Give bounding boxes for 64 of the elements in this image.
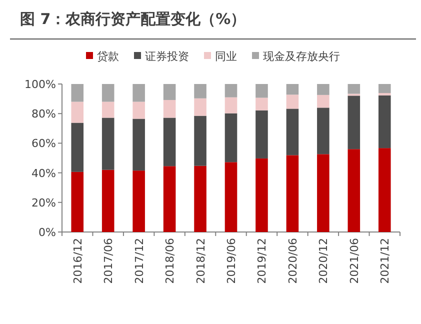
bar bbox=[102, 84, 114, 102]
x-tick-label: 2021/12 bbox=[378, 238, 392, 284]
bar bbox=[256, 110, 268, 158]
bar bbox=[317, 94, 330, 108]
bar bbox=[348, 84, 360, 94]
bar bbox=[286, 94, 299, 109]
bar bbox=[348, 96, 360, 150]
y-tick-label: 100% bbox=[24, 78, 56, 91]
bar bbox=[378, 148, 391, 232]
bar bbox=[348, 149, 360, 232]
x-tick-label: 2019/06 bbox=[225, 238, 238, 284]
bar bbox=[71, 84, 84, 102]
bar bbox=[194, 116, 206, 166]
x-tick-label: 2018/06 bbox=[164, 238, 177, 284]
bar bbox=[286, 155, 299, 232]
x-tick-label: 2017/06 bbox=[102, 238, 116, 284]
bar bbox=[132, 102, 145, 119]
y-tick-label: 80% bbox=[32, 108, 56, 121]
bar bbox=[286, 84, 299, 95]
bar bbox=[71, 172, 84, 232]
x-tick-label: 2020/12 bbox=[317, 238, 330, 284]
chart-title: 图 7：农商行资产配置变化（%） bbox=[20, 10, 246, 28]
x-tick-label: 2019/12 bbox=[256, 238, 269, 284]
bar bbox=[194, 84, 206, 98]
legend-label: 证券投资 bbox=[145, 50, 189, 63]
bar bbox=[317, 84, 330, 95]
y-tick-label: 0% bbox=[38, 226, 56, 239]
x-tick-label: 2020/06 bbox=[286, 238, 300, 284]
bar bbox=[102, 170, 114, 232]
bar bbox=[102, 118, 114, 170]
bar bbox=[163, 118, 176, 166]
bar bbox=[163, 166, 176, 232]
x-tick-label: 2017/12 bbox=[132, 238, 146, 284]
bar bbox=[132, 84, 145, 102]
legend-label: 贷款 bbox=[97, 50, 119, 63]
x-tick-label: 2016/12 bbox=[71, 238, 84, 284]
bar bbox=[194, 98, 206, 116]
bar bbox=[256, 158, 268, 232]
bar bbox=[224, 113, 238, 162]
x-tick-label: 2021/06 bbox=[348, 238, 361, 284]
bar bbox=[317, 108, 330, 154]
bar bbox=[102, 102, 114, 118]
bar bbox=[163, 100, 176, 118]
bar bbox=[224, 84, 238, 98]
bar bbox=[224, 97, 238, 114]
bar bbox=[132, 170, 145, 232]
bar bbox=[163, 84, 176, 100]
bar bbox=[378, 95, 391, 148]
bar bbox=[256, 98, 268, 110]
legend-label: 同业 bbox=[215, 50, 237, 63]
bar bbox=[224, 162, 238, 232]
x-tick-label: 2018/12 bbox=[194, 238, 208, 284]
legend-label: 现金及存放央行 bbox=[263, 50, 340, 63]
y-tick-label: 20% bbox=[32, 196, 56, 210]
bar bbox=[71, 102, 84, 123]
bar bbox=[378, 84, 391, 94]
bar bbox=[71, 122, 84, 172]
bar bbox=[256, 84, 268, 98]
bar bbox=[286, 108, 299, 156]
bar bbox=[317, 154, 330, 232]
y-tick-label: 40% bbox=[32, 166, 56, 180]
bar bbox=[194, 166, 206, 232]
bar bbox=[132, 118, 145, 171]
y-tick-label: 60% bbox=[32, 137, 56, 150]
